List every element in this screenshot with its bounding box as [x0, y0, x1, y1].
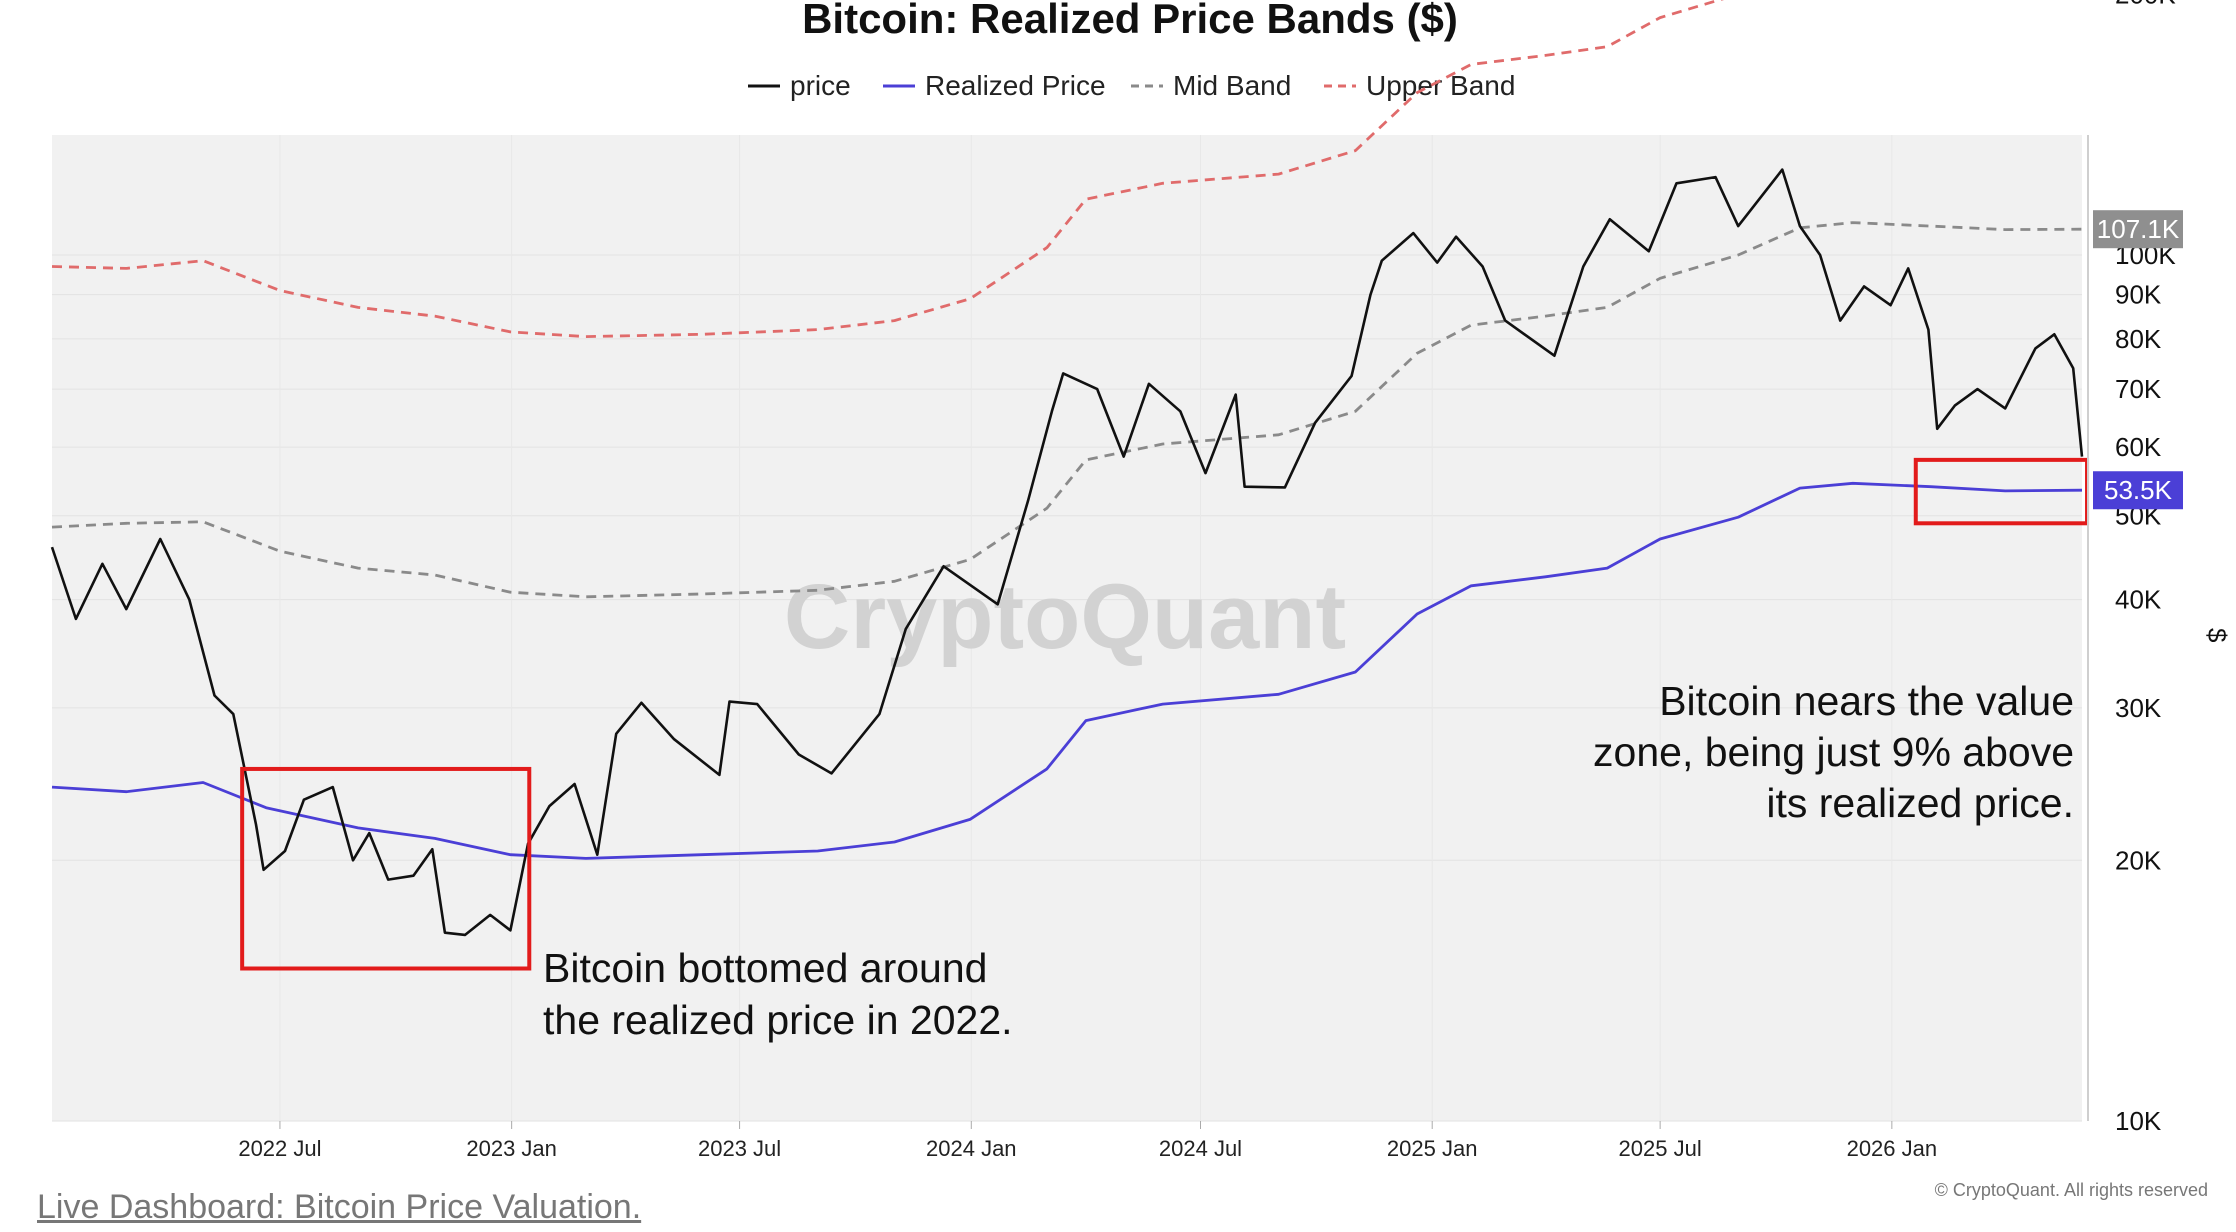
- y-tick-label: 30K: [2115, 693, 2162, 723]
- legend: price Realized Price Mid Band Upper Band: [748, 70, 1515, 101]
- y-axis: 10K20K30K40K50K60K70K80K90K100K200K$: [2087, 0, 2232, 1136]
- annotation-line: the realized price in 2022.: [543, 997, 1013, 1043]
- y-tick-label: 40K: [2115, 585, 2162, 615]
- annotation-line: Bitcoin nears the value: [1659, 678, 2074, 724]
- y-tick-label: 200K: [2115, 0, 2176, 9]
- dashboard-link[interactable]: Live Dashboard: Bitcoin Price Valuation.: [37, 1188, 642, 1226]
- badge-label: 53.5K: [2104, 475, 2173, 505]
- y-tick-label: 90K: [2115, 280, 2162, 310]
- series-line-upper-band: [51, 0, 1724, 339]
- y-tick-label: 60K: [2115, 432, 2162, 462]
- badge-label: 107.1K: [2097, 214, 2180, 244]
- legend-label: Mid Band: [1173, 70, 1291, 101]
- annotation-layer: Bitcoin bottomed around the realized pric…: [543, 678, 2074, 1043]
- y-tick-label: 10K: [2115, 1106, 2162, 1136]
- x-tick-label: 2023 Jan: [466, 1136, 557, 1161]
- y-tick-label: 80K: [2115, 324, 2162, 354]
- legend-label: Upper Band: [1366, 70, 1515, 101]
- annotation-line: Bitcoin bottomed around: [543, 945, 987, 991]
- series-layer: [50, 0, 2084, 937]
- series-line-realized-price: [51, 481, 2083, 860]
- y-tick-label: 70K: [2115, 374, 2162, 404]
- badge-107.1K: [2093, 210, 2183, 249]
- x-tick-label: 2025 Jul: [1619, 1136, 1702, 1161]
- x-tick-label: 2026 Jan: [1847, 1136, 1938, 1161]
- annotation-line: zone, being just 9% above: [1593, 729, 2074, 775]
- legend-label: Realized Price: [925, 70, 1106, 101]
- x-tick-label: 2023 Jul: [698, 1136, 781, 1161]
- annotation-1: Bitcoin bottomed around the realized pric…: [543, 945, 1013, 1043]
- x-tick-label: 2024 Jul: [1159, 1136, 1242, 1161]
- series-line-price: [50, 168, 2084, 937]
- x-tick-label: 2022 Jul: [238, 1136, 321, 1161]
- legend-label: price: [790, 70, 851, 101]
- x-tick-label: 2024 Jan: [926, 1136, 1017, 1161]
- x-axis: 2022 Jul 2023 Jan 2023 Jul 2024 Jan 2024 Jul…: [238, 1121, 1937, 1161]
- copyright-text: © CryptoQuant. All rights reserved: [1934, 1180, 2208, 1200]
- y-axis-unit-label: $: [2202, 628, 2232, 643]
- x-tick-label: 2025 Jan: [1387, 1136, 1478, 1161]
- plot-area: [52, 135, 2082, 1121]
- y-tick-label: 20K: [2115, 845, 2162, 875]
- annotation-line: its realized price.: [1766, 780, 2074, 826]
- highlight-box-1: [240, 766, 532, 971]
- badge-53.5K: [2093, 471, 2183, 510]
- chart-title: Bitcoin: Realized Price Bands ($): [802, 0, 1458, 42]
- watermark: CryptoQuant: [784, 566, 1346, 668]
- annotation-2: Bitcoin nears the value zone, being just …: [1593, 678, 2074, 826]
